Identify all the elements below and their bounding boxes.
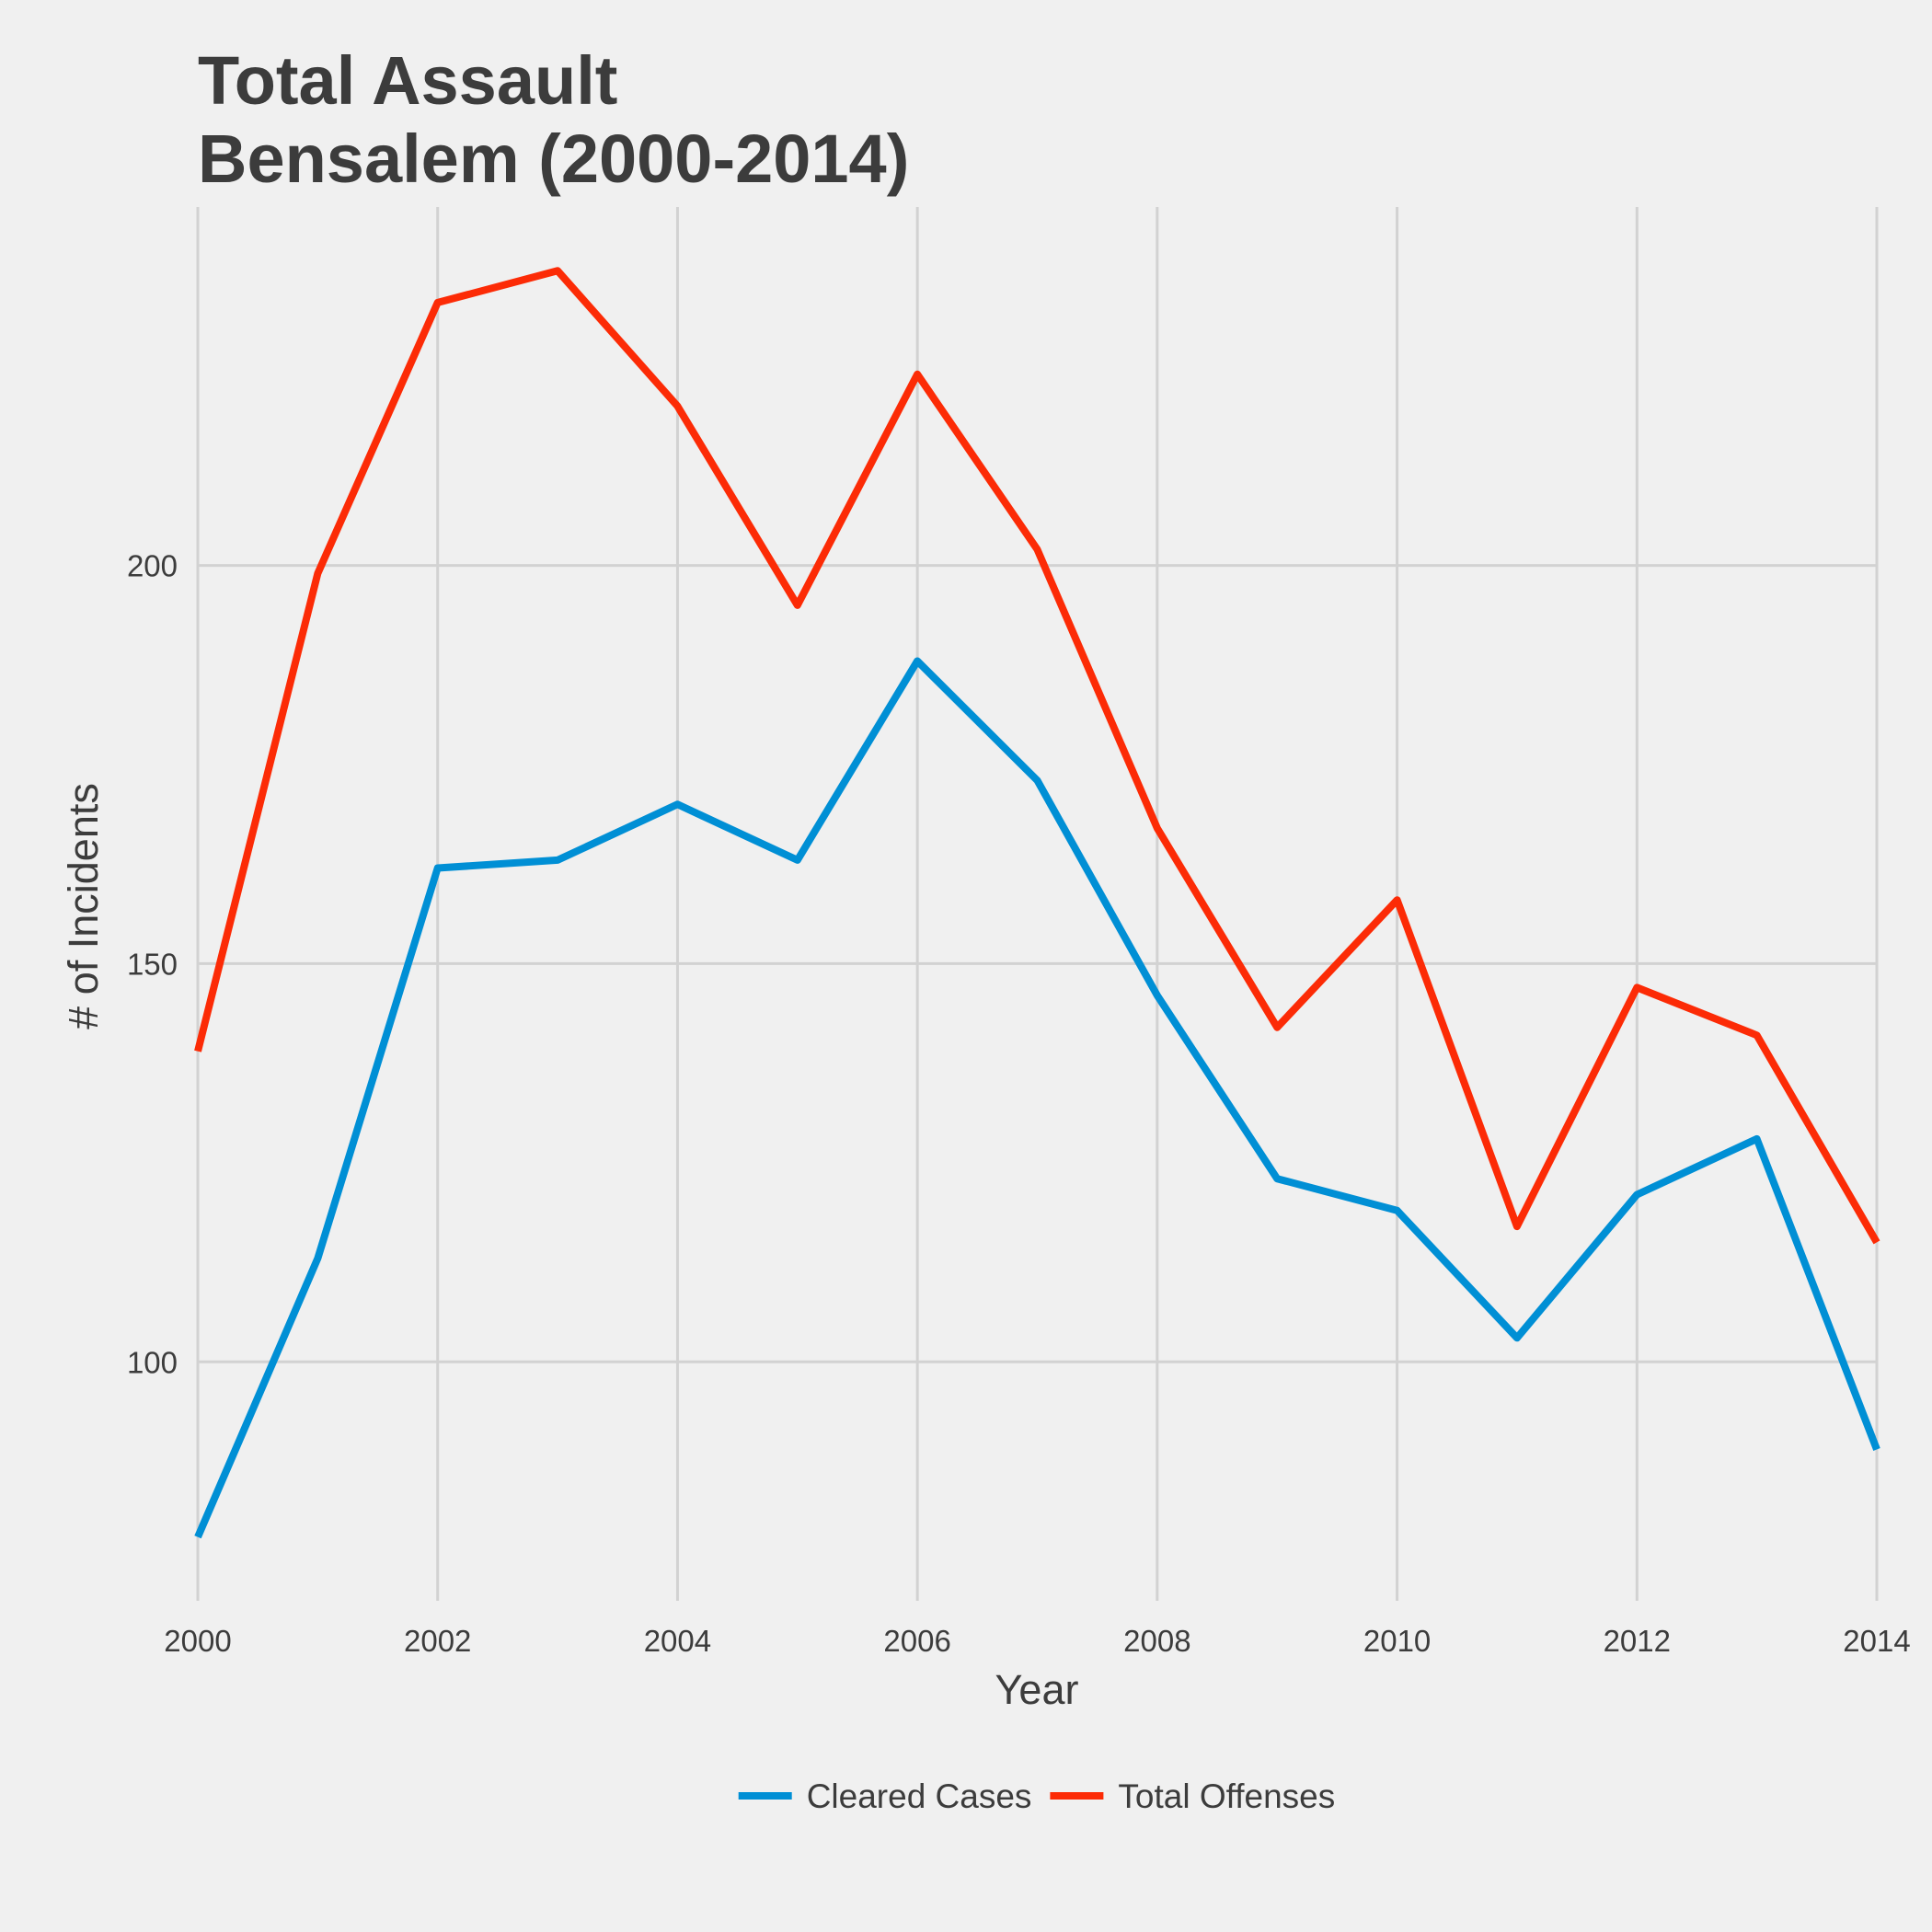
chart-title: Total Assault Bensalem (2000-2014) <box>198 42 909 197</box>
legend-item-total-offenses: Total Offenses <box>1050 1777 1335 1815</box>
x-tick-label-2010: 2010 <box>1363 1624 1431 1658</box>
x-tick-label-2006: 2006 <box>883 1624 950 1658</box>
y-tick-label-200: 200 <box>127 549 178 583</box>
y-axis-title: # of Incidents <box>60 783 107 1029</box>
legend: Cleared Cases Total Offenses <box>738 1777 1335 1815</box>
y-tick-label-150: 150 <box>127 947 178 981</box>
x-tick-label-2008: 2008 <box>1123 1624 1190 1658</box>
grid <box>196 207 1879 1601</box>
chart-title-line-1: Total Assault <box>198 42 617 119</box>
y-axis-tick-labels: 100 150 200 <box>127 549 178 1380</box>
legend-label-2: Total Offenses <box>1118 1777 1335 1815</box>
series-lines <box>194 267 1880 1539</box>
x-axis-tick-labels: 2000 2002 2004 2006 2008 2010 2012 2014 <box>164 1624 1910 1658</box>
series-line-cleared-cases <box>194 657 1880 1539</box>
x-tick-label-2002: 2002 <box>404 1624 471 1658</box>
x-tick-label-2012: 2012 <box>1604 1624 1671 1658</box>
x-axis-title: Year <box>995 1666 1079 1713</box>
x-tick-label-2014: 2014 <box>1843 1624 1910 1658</box>
y-tick-label-100: 100 <box>127 1345 178 1379</box>
series-line-total-offenses <box>194 267 1880 1245</box>
legend-item-cleared-cases: Cleared Cases <box>738 1777 1032 1815</box>
chart-title-line-2: Bensalem (2000-2014) <box>198 121 909 197</box>
x-tick-label-2004: 2004 <box>644 1624 711 1658</box>
legend-label-1: Cleared Cases <box>807 1777 1032 1815</box>
x-tick-label-2000: 2000 <box>164 1624 231 1658</box>
